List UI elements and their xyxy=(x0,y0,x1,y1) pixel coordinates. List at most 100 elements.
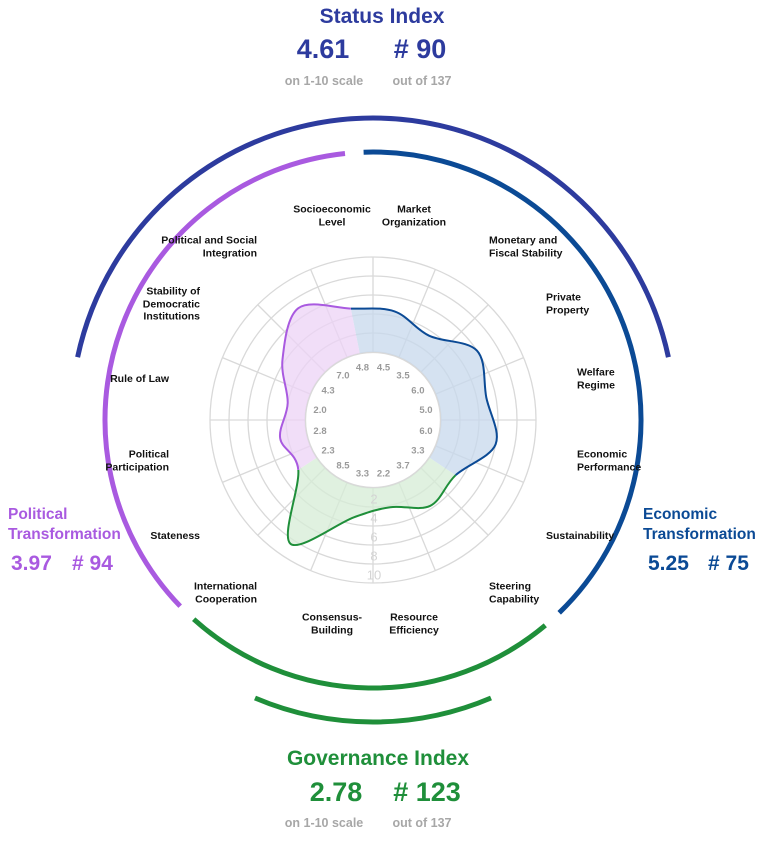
status-score-note: on 1-10 scale xyxy=(284,74,364,88)
status-rank-note: out of 137 xyxy=(392,74,452,88)
governance-score-note: on 1-10 scale xyxy=(284,816,364,830)
value-label: 4.5 xyxy=(377,363,391,374)
category-label-line: Consensus- xyxy=(301,611,363,624)
political-area xyxy=(279,304,360,470)
index-arcs xyxy=(75,115,671,725)
category-label-line: Socioeconomic xyxy=(293,203,371,216)
status-index-arc xyxy=(75,115,671,358)
category-label: Resource Efficiency xyxy=(389,612,439,637)
category-label-line: Cooperation xyxy=(195,593,257,605)
category-label: Consensus- Building xyxy=(302,612,362,637)
radar-value-labels: 4.8 4.53.56.05.06.03.33.72.23.38.52.32.82… xyxy=(313,363,432,480)
category-label-line: Economic xyxy=(577,448,628,461)
category-label: Political and Social Integration xyxy=(161,235,257,260)
radar-scale-ticks: 2 4 6 8 10 xyxy=(367,492,381,583)
category-label: Rule of Law xyxy=(110,373,169,386)
economic-transformation-arc xyxy=(363,149,644,615)
value-label: 2.3 xyxy=(321,446,334,457)
scale-tick-label: 6 xyxy=(370,530,377,545)
radar-areas xyxy=(278,303,498,547)
political-transformation-rank: # 94 xyxy=(72,552,113,575)
category-label-line: Sustainability xyxy=(546,529,615,542)
category-label-line: Stateness xyxy=(150,529,200,542)
category-label-line: Fiscal Stability xyxy=(489,247,563,259)
category-label-line: International xyxy=(193,580,257,593)
governance-index-arc xyxy=(192,617,547,691)
political-title-line2: Transformation xyxy=(8,526,121,543)
category-label: Stateness xyxy=(150,530,200,543)
economic-line xyxy=(350,307,498,476)
economic-transformation-rank: # 75 xyxy=(708,552,749,575)
category-label: Welfare Regime xyxy=(577,367,615,392)
category-label: Monetary and Fiscal Stability xyxy=(489,235,563,260)
radar-center xyxy=(304,351,442,489)
value-label: 4.8 xyxy=(356,363,369,374)
category-label-line: Capability xyxy=(489,593,540,605)
category-label-line: Steering xyxy=(489,580,532,593)
governance-index-score: 2.78 xyxy=(309,777,363,807)
political-line xyxy=(278,303,351,471)
economic-title-line2: Transformation xyxy=(643,526,756,543)
category-label: Political Participation xyxy=(105,449,169,474)
political-title-line1: Political xyxy=(8,506,68,523)
governance-index-title: Governance Index xyxy=(286,747,470,770)
economic-transformation-title: Economic Transformation xyxy=(643,505,756,545)
category-label-line: Democratic xyxy=(142,297,200,310)
political-transformation-title: Political Transformation xyxy=(8,505,121,545)
value-label: 4.3 xyxy=(321,385,334,396)
scale-tick-label: 2 xyxy=(370,492,377,507)
economic-area xyxy=(350,308,497,476)
governance-index-rank: # 123 xyxy=(393,777,461,807)
value-label: 3.7 xyxy=(396,460,409,471)
category-label: Economic Performance xyxy=(577,449,641,474)
status-index-rank: # 90 xyxy=(393,34,447,64)
scale-tick-label: 10 xyxy=(367,568,381,583)
category-label-line: Rule of Law xyxy=(110,372,169,385)
category-label-line: Resource xyxy=(390,611,438,624)
governance-index-outer-arc xyxy=(254,695,492,725)
governance-rank-note: out of 137 xyxy=(392,816,452,830)
value-label: 5.0 xyxy=(419,405,432,416)
governance-line xyxy=(286,469,457,547)
category-label-line: Property xyxy=(546,304,590,316)
category-label-line: Organization xyxy=(381,216,447,228)
value-label: 2.0 xyxy=(313,405,326,416)
value-label: 3.5 xyxy=(396,371,410,382)
category-label: Private Property xyxy=(546,292,589,317)
value-label: 2.8 xyxy=(313,426,326,437)
category-label: Socioeconomic Level xyxy=(293,204,371,229)
category-label-line: Participation xyxy=(105,461,169,473)
category-label: Sustainability xyxy=(546,530,614,543)
status-index-title: Status Index xyxy=(319,5,445,28)
category-label-line: Building xyxy=(311,624,353,636)
political-transformation-arc xyxy=(102,151,346,608)
category-label-line: Private xyxy=(546,291,582,304)
value-label: 7.0 xyxy=(336,371,349,382)
category-label-line: Market xyxy=(397,203,431,216)
category-label-line: Regime xyxy=(577,379,615,391)
category-label-line: Performance xyxy=(577,461,642,473)
value-label: 2.2 xyxy=(377,468,390,479)
category-label-line: Monetary and xyxy=(489,234,558,247)
economic-title-line1: Economic xyxy=(643,506,718,523)
status-index-score: 4.61 xyxy=(296,34,350,64)
category-label-line: Efficiency xyxy=(389,624,439,636)
category-label-line: Stability of xyxy=(146,285,200,298)
category-label-line: Level xyxy=(318,216,346,228)
value-label: 3.3 xyxy=(411,446,424,457)
value-label: 6.0 xyxy=(411,385,424,396)
value-label: 8.5 xyxy=(336,460,350,471)
scale-tick-label: 8 xyxy=(370,549,377,564)
value-label: 3.3 xyxy=(356,468,369,479)
value-label: 6.0 xyxy=(419,426,432,437)
category-label-line: Welfare xyxy=(577,366,615,379)
economic-transformation-score: 5.25 xyxy=(648,552,689,575)
governance-area xyxy=(287,457,456,546)
category-label-line: Political and Social xyxy=(161,234,257,247)
category-label: Steering Capability xyxy=(489,581,539,606)
category-label: International Cooperation xyxy=(194,581,257,606)
category-label: Market Organization xyxy=(382,204,446,229)
category-label-line: Political xyxy=(128,448,169,461)
category-label: Stability of Democratic Institutions xyxy=(143,285,200,323)
